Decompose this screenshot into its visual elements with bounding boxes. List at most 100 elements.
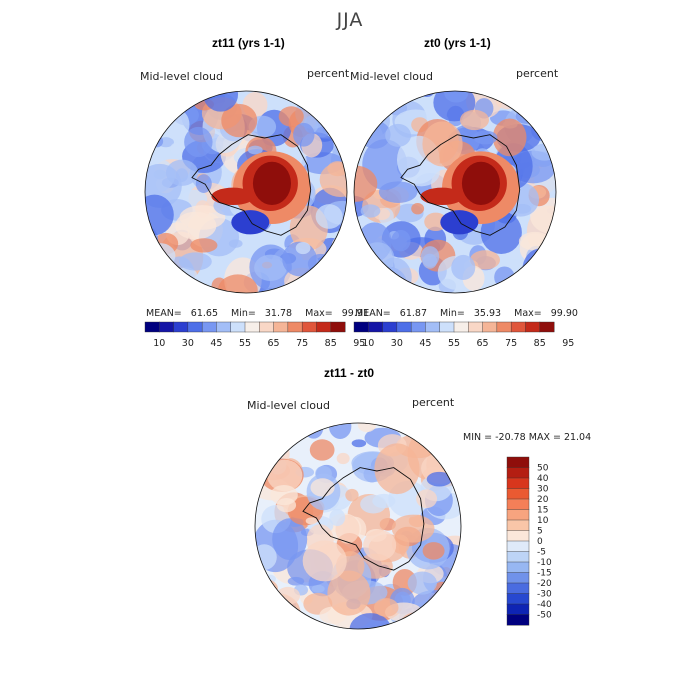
colorbar-swatch	[506, 509, 530, 521]
colorbar-tick-label: 85	[325, 338, 337, 349]
colorbar-tick-label: 40	[537, 474, 549, 484]
field-blob	[228, 239, 243, 248]
field-blob	[444, 91, 469, 103]
field-blob	[351, 439, 367, 448]
colorbar-swatch	[506, 540, 530, 553]
field-blob	[221, 103, 258, 138]
panel-2-unit-label: percent	[516, 67, 559, 80]
field-blob	[508, 274, 548, 293]
field-blob	[373, 598, 399, 617]
field-blob	[422, 121, 463, 167]
max-label: Max=	[514, 308, 542, 319]
field-blob	[173, 91, 187, 95]
field-blob	[145, 194, 174, 236]
field-blob	[184, 126, 213, 158]
field-blob	[293, 122, 315, 147]
colorbar-tick-label: 30	[537, 485, 549, 495]
colorbar-tick-label: -15	[537, 569, 552, 579]
field-blob	[360, 204, 381, 218]
colorbar-swatch	[244, 321, 260, 333]
field-blob	[267, 459, 303, 492]
panel-2-stats: MEAN= 61.87 Min= 35.93 Max= 99.90	[355, 308, 578, 319]
colorbar-swatch	[506, 614, 530, 626]
field-blob	[417, 609, 450, 629]
antarctica-coastline	[400, 134, 521, 236]
field-blob	[492, 118, 527, 157]
colorbar-swatch	[410, 321, 426, 333]
field-blob	[536, 91, 556, 114]
field-blob	[459, 109, 489, 131]
field-blob	[439, 598, 461, 617]
high-value-region	[252, 161, 291, 205]
field-blob	[162, 109, 190, 140]
colorbar-swatch	[525, 321, 541, 333]
field-blob	[391, 514, 435, 543]
field-blob	[377, 257, 412, 293]
colorbar-tick-label: 10	[537, 516, 549, 526]
panel-1-stats: MEAN= 61.65 Min= 31.78 Max= 99.91	[146, 308, 369, 319]
colorbar-tick-label: 55	[239, 338, 251, 349]
field-blob	[309, 439, 335, 461]
colorbar-tick-label: 75	[505, 338, 517, 349]
field-blob	[178, 252, 212, 271]
colorbar-swatch	[506, 488, 530, 500]
colorbar-swatch	[482, 321, 498, 333]
field-blob	[274, 435, 287, 442]
field-blob	[436, 423, 461, 445]
field-blob	[315, 204, 343, 229]
colorbar-swatch	[144, 321, 160, 333]
field-blob	[330, 269, 347, 283]
colorbar-tick-label: 5	[537, 527, 543, 537]
field-blob	[276, 498, 297, 513]
field-blob	[175, 211, 217, 240]
panel-1-unit-label: percent	[307, 67, 350, 80]
field-blob	[524, 266, 556, 293]
field-blob	[145, 141, 154, 154]
field-blob	[391, 229, 411, 252]
field-blob	[331, 236, 347, 254]
mean-label: MEAN=	[146, 308, 182, 319]
field-blob	[398, 612, 431, 629]
field-blob	[319, 162, 347, 198]
field-blob	[374, 443, 420, 495]
colorbar-swatch	[353, 321, 369, 333]
colorbar-swatch	[187, 321, 203, 333]
colorbar-swatch	[382, 321, 398, 333]
colorbar-swatch	[259, 321, 275, 333]
field-blob	[255, 452, 271, 469]
field-blob	[145, 91, 170, 125]
colorbar-swatch	[396, 321, 412, 333]
mean-label: MEAN=	[355, 308, 391, 319]
high-value-region	[420, 187, 464, 205]
panel-2-polar-map	[353, 90, 557, 294]
field-blob	[302, 540, 347, 582]
colorbar-tick-label: -5	[537, 548, 546, 558]
low-value-region	[231, 210, 270, 235]
colorbar-swatch	[216, 321, 232, 333]
field-blob	[345, 488, 359, 502]
field-blob	[255, 423, 274, 436]
field-blob	[305, 274, 321, 284]
field-blob	[170, 142, 182, 155]
colorbar-swatch	[506, 456, 530, 469]
field-blob	[508, 275, 549, 293]
field-blob	[304, 423, 324, 439]
field-blob	[363, 529, 397, 561]
colorbar-swatch	[316, 321, 332, 333]
field-blob	[473, 130, 498, 145]
diff-panel-title: zt11 - zt0	[324, 366, 375, 380]
field-blob	[426, 471, 452, 487]
mean-value: 61.87	[399, 308, 427, 319]
field-blob	[354, 266, 379, 293]
field-blob	[495, 91, 520, 110]
colorbar-swatch	[539, 321, 555, 333]
field-blob	[254, 254, 287, 281]
colorbar-swatch	[439, 321, 455, 333]
field-blob	[528, 283, 540, 292]
field-blob	[535, 91, 556, 101]
colorbar-tick-label: 30	[182, 338, 194, 349]
max-value: 99.90	[550, 308, 578, 319]
antarctica-coastline	[302, 467, 425, 571]
field-blob	[354, 91, 362, 100]
field-blob	[537, 109, 556, 142]
